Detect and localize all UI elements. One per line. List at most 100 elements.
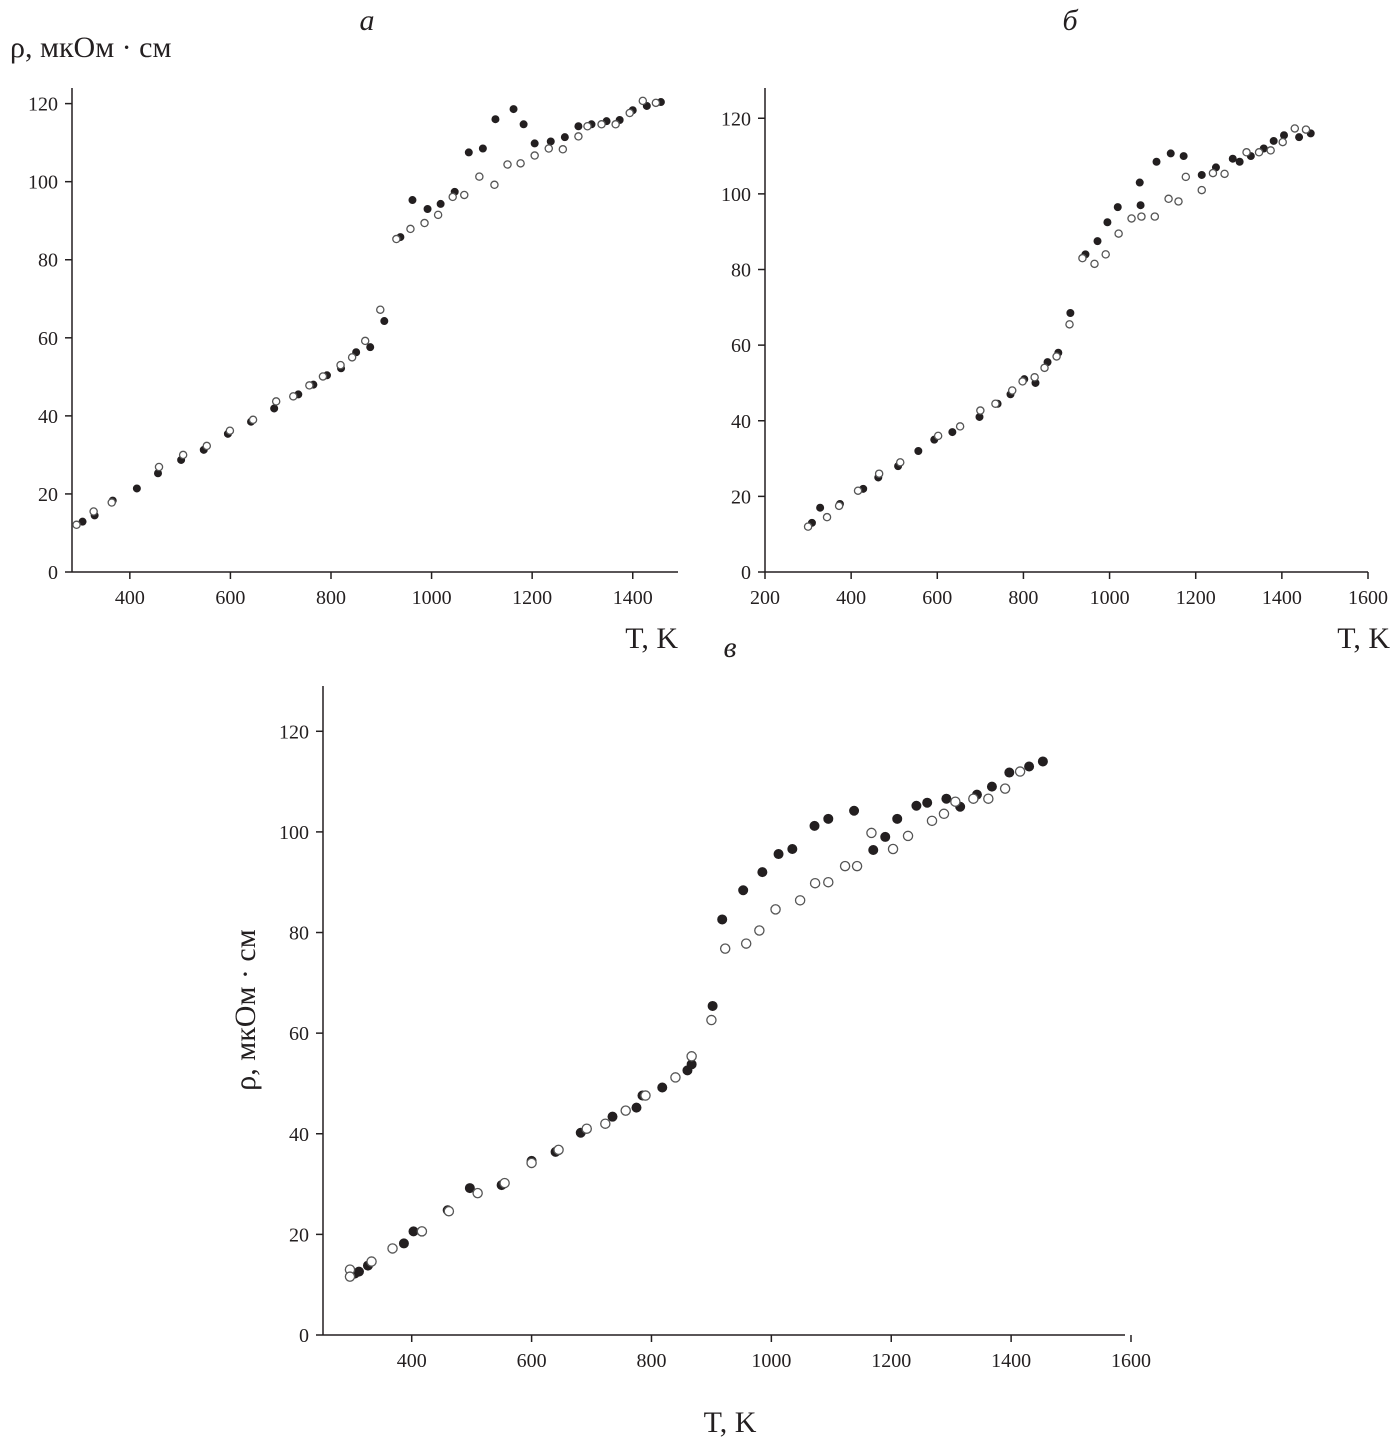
data-point-open — [1208, 168, 1218, 178]
data-point-filled — [270, 404, 279, 413]
y-tick-label: 0 — [741, 562, 751, 584]
data-point-open — [999, 783, 1011, 794]
data-point-open — [887, 843, 899, 855]
series-open — [72, 96, 661, 530]
data-point-open — [1220, 169, 1229, 179]
data-point-filled — [546, 137, 555, 146]
data-point-open — [686, 1051, 697, 1062]
x-tick-label: 1600 — [1348, 587, 1388, 609]
data-point-open — [516, 159, 525, 168]
x-axis-label: T, K — [704, 1406, 757, 1439]
data-point-open — [1101, 250, 1110, 259]
y-tick-label: 80 — [38, 250, 58, 272]
x-tick-label: 800 — [1008, 587, 1038, 609]
data-point-open — [89, 507, 98, 516]
data-point-open — [433, 210, 443, 220]
data-point-open — [895, 458, 905, 467]
data-point-filled — [1166, 149, 1175, 158]
data-point-open — [154, 462, 164, 472]
x-tick-label: 400 — [397, 1350, 427, 1372]
y-tick-label: 80 — [289, 923, 309, 945]
y-axis-label: ρ, мкОм · см — [229, 929, 262, 1090]
data-point-filled — [1135, 178, 1144, 187]
data-point-open — [1242, 148, 1251, 157]
data-point-open — [600, 1118, 611, 1129]
data-point-filled — [631, 1102, 642, 1113]
data-point-open — [1014, 766, 1026, 777]
data-point-open — [794, 895, 806, 906]
y-tick-label: 100 — [28, 172, 58, 194]
x-tick-label: 1000 — [412, 587, 452, 609]
data-point-open — [499, 1177, 510, 1189]
x-tick-label: 800 — [636, 1350, 666, 1372]
data-point-filled — [1280, 131, 1289, 140]
data-point-filled — [914, 446, 923, 455]
data-point-open — [490, 180, 499, 190]
panel-label: б — [1062, 4, 1078, 37]
data-point-filled — [757, 867, 768, 878]
data-point-open — [851, 860, 863, 872]
data-point-open — [553, 1144, 564, 1156]
data-point-filled — [519, 120, 528, 129]
y-tick-label: 100 — [279, 822, 309, 844]
data-point-open — [670, 1072, 681, 1083]
data-point-open — [1290, 124, 1300, 133]
data-point-open — [448, 192, 457, 202]
data-point-filled — [823, 813, 834, 824]
data-point-open — [839, 860, 851, 872]
y-tick-label: 120 — [28, 94, 58, 116]
x-tick-label: 1400 — [1262, 587, 1302, 609]
data-point-open — [866, 827, 877, 839]
data-point-filled — [1197, 170, 1206, 179]
data-point-open — [1018, 377, 1027, 386]
data-point-filled — [657, 1082, 668, 1093]
data-point-open — [503, 160, 512, 169]
data-point-filled — [892, 813, 903, 824]
data-point-open — [1007, 386, 1017, 395]
data-point-open — [822, 512, 832, 522]
data-point-filled — [491, 115, 500, 124]
data-point-open — [1164, 194, 1173, 204]
data-point-open — [640, 1090, 651, 1101]
x-tick-label: 1200 — [1176, 587, 1216, 609]
panel-label: а — [360, 4, 375, 37]
data-point-open — [472, 1187, 483, 1199]
data-point-open — [1150, 212, 1160, 221]
data-point-open — [336, 360, 345, 370]
series-filled — [349, 756, 1048, 1279]
y-tick-label: 100 — [721, 184, 751, 206]
data-point-open — [344, 1271, 356, 1282]
data-point-filled — [398, 1238, 409, 1249]
x-tick-label: 800 — [316, 587, 346, 609]
data-point-open — [392, 234, 401, 244]
data-point-open — [651, 98, 661, 108]
x-tick-label: 400 — [836, 587, 866, 609]
data-point-open — [933, 431, 943, 441]
data-point-open — [740, 938, 752, 949]
x-tick-label: 1200 — [512, 587, 552, 609]
data-point-open — [416, 1226, 428, 1237]
data-point-filled — [1103, 218, 1112, 227]
data-point-open — [574, 132, 583, 141]
x-tick-label: 1000 — [1090, 587, 1130, 609]
data-point-filled — [948, 428, 957, 437]
data-point-open — [874, 469, 884, 478]
data-point-filled — [408, 196, 417, 205]
data-point-open — [387, 1243, 398, 1254]
y-tick-label: 40 — [38, 406, 58, 428]
data-point-open — [611, 120, 620, 129]
data-point-filled — [868, 845, 879, 856]
series-open — [803, 124, 1311, 531]
data-point-filled — [1066, 308, 1075, 317]
data-point-open — [950, 796, 961, 807]
y-tick-label: 40 — [731, 411, 751, 433]
data-point-filled — [1136, 201, 1145, 210]
data-point-open — [1174, 197, 1183, 206]
data-point-open — [318, 372, 328, 381]
y-tick-label: 0 — [299, 1325, 309, 1347]
data-point-open — [248, 415, 258, 425]
chart-panel-3: 400 600 800 1000 1200 1400 1600 0 20 40 60 80 100 120… — [229, 631, 1151, 1439]
data-point-open — [625, 108, 634, 118]
data-point-filled — [366, 343, 375, 352]
data-point-filled — [717, 914, 728, 925]
